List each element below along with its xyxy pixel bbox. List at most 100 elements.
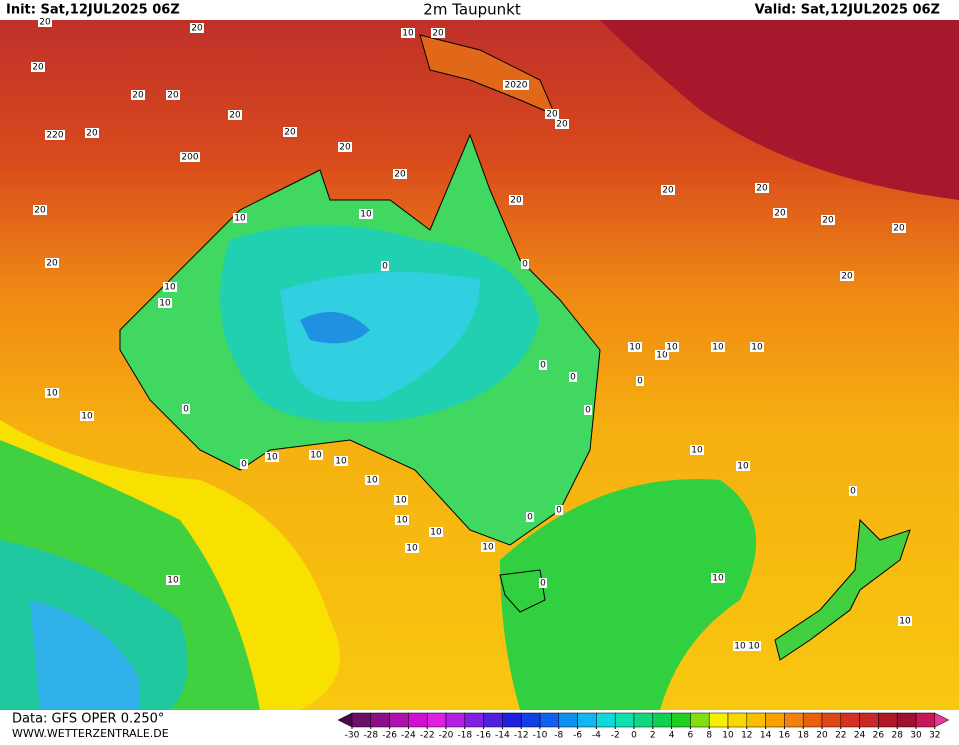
contour-label: 10	[737, 462, 749, 472]
contour-label-box	[526, 512, 534, 522]
colorbar-swatch	[539, 712, 560, 728]
contour-label: 10	[629, 343, 641, 353]
contour-label-box	[131, 90, 145, 100]
valid-time: Valid: Sat,12JUL2025 06Z	[755, 3, 940, 18]
contour-label: 20	[229, 111, 241, 121]
contour-label-box	[509, 195, 523, 205]
contour-label: 0	[527, 513, 533, 523]
colorbar-tick-label: 28	[891, 731, 903, 741]
contour-label: 200	[181, 153, 198, 163]
colorbar-swatch	[652, 712, 672, 728]
contour-label: 20	[510, 196, 522, 206]
contour-label-box	[166, 90, 180, 100]
contour-label-box	[283, 127, 297, 137]
contour-label: 10	[406, 544, 418, 554]
colorbar-swatch	[577, 712, 597, 728]
new-guinea	[419, 34, 556, 116]
contour-label-box	[334, 456, 348, 466]
contour-label-box	[309, 450, 323, 460]
contour-label-box	[45, 258, 59, 268]
dew-band	[30, 600, 140, 710]
contour-label: 10	[335, 457, 347, 467]
colorbar-swatch	[690, 712, 710, 728]
colorbar-tick-label: -4	[592, 731, 601, 741]
contour-label-box	[228, 110, 242, 120]
colorbar-tick-label: 18	[797, 731, 809, 741]
contour-label: 20	[822, 216, 834, 226]
colorbar-tick-label: 26	[873, 731, 885, 741]
contour-label: 20	[284, 128, 296, 138]
dew-band	[300, 312, 370, 344]
contour-label-box	[849, 486, 857, 496]
contour-label-box	[365, 475, 379, 485]
contour-label-box	[840, 271, 854, 281]
contour-label: 10	[167, 576, 179, 586]
contour-label: 20	[774, 209, 786, 219]
colorbar-tick-label: -2	[611, 731, 620, 741]
contour-label: 220	[46, 131, 63, 141]
contour-label: 20	[339, 143, 351, 153]
contour-label: 10	[396, 516, 408, 526]
contour-label-box	[711, 573, 725, 583]
contour-label: 10	[159, 299, 171, 309]
colorbar-tick-label: -18	[457, 731, 472, 741]
contour-label-box	[431, 28, 445, 38]
dew-band	[500, 479, 756, 710]
contour-label-box	[733, 641, 747, 651]
colorbar-swatch	[802, 712, 823, 728]
contour-label: 10	[656, 351, 668, 361]
contour-label-box	[190, 23, 204, 33]
contour-label-box	[711, 342, 725, 352]
contour-label: 20	[394, 170, 406, 180]
contour-label: 20	[756, 184, 768, 194]
colorbar-tick-label: -26	[382, 731, 397, 741]
colorbar-tick-label: -30	[345, 731, 360, 741]
contour-label-box	[158, 298, 172, 308]
contour-label: 0	[241, 460, 247, 470]
contour-label: 10	[748, 642, 760, 652]
contour-label: 20	[167, 91, 179, 101]
contour-label-box	[166, 575, 180, 585]
contour-label-box	[359, 209, 373, 219]
colorbar-swatch	[633, 712, 654, 728]
colorbar-tick-label: -28	[363, 731, 378, 741]
contour-label-box	[661, 185, 675, 195]
contour-label-box	[265, 452, 279, 462]
colorbar-swatch	[671, 712, 691, 728]
colorbar-swatch	[483, 712, 503, 728]
colorbar-tick-label: 32	[929, 731, 940, 741]
tasmania	[499, 569, 546, 613]
contour-label-box	[180, 152, 200, 162]
contour-label: 10	[234, 214, 246, 224]
colorbar-swatch	[708, 712, 729, 728]
colorbar-swatch	[614, 712, 635, 728]
colorbar-swatch	[596, 712, 616, 728]
contour-label: 20	[893, 224, 905, 234]
dew-band	[280, 272, 480, 402]
contour-label: 10	[81, 412, 93, 422]
contour-label: 10	[712, 574, 724, 584]
contour-label: 10	[360, 210, 372, 220]
colorbar-swatch	[859, 712, 879, 728]
contour-label-box	[655, 350, 669, 360]
contour-label: 10	[266, 453, 278, 463]
contour-label-box	[182, 404, 190, 414]
colorbar-swatch	[520, 712, 541, 728]
contour-label-box	[31, 62, 45, 72]
contour-label-box	[233, 213, 247, 223]
contour-label-box	[555, 505, 563, 515]
contour-label-box	[892, 223, 906, 233]
colorbar: -30 -28 -26 -24 -22 -20 -18 -16 -14 -12 -10 -8 -6 -4-…	[337, 712, 950, 741]
contour-label: 10	[164, 283, 176, 293]
contour-label: 0	[637, 377, 643, 387]
colorbar-tick-label: 6	[688, 731, 694, 741]
colorbar-tick-label: 24	[854, 731, 866, 741]
contour-label: 20	[132, 91, 144, 101]
colorbar-swatch	[727, 712, 748, 728]
data-source: Data: GFS OPER 0.250°	[12, 712, 164, 727]
contour-label-box	[85, 128, 99, 138]
contour-label: 20	[546, 110, 558, 120]
contour-label-box	[555, 119, 569, 129]
